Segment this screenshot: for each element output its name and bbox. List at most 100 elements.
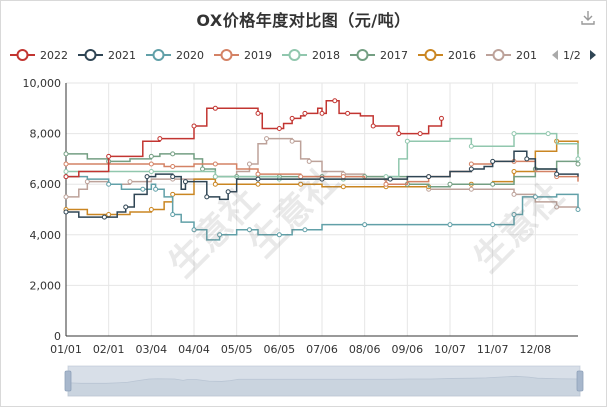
x-tick-label: 06/05 [263, 343, 295, 356]
data-point [264, 136, 270, 142]
legend-swatch-marker [492, 49, 505, 61]
legend-item-2019[interactable]: 2019 [214, 49, 272, 62]
series-2020 [63, 174, 581, 241]
legend-swatch-marker [152, 49, 165, 61]
legend-item-2017[interactable]: 2017 [350, 49, 408, 62]
y-tick-label: 10,000 [23, 77, 62, 90]
data-point [332, 98, 338, 104]
data-point [289, 115, 295, 121]
data-point [127, 179, 133, 185]
zoom-selection[interactable] [68, 366, 580, 396]
data-point [170, 191, 176, 197]
data-point [148, 207, 154, 212]
data-point [84, 179, 90, 185]
data-point [511, 191, 517, 197]
legend-item-2018[interactable]: 2018 [282, 49, 340, 62]
data-point [532, 194, 538, 200]
data-point [63, 169, 69, 175]
y-tick-label: 4,000 [30, 229, 62, 242]
x-tick-label: 03/04 [135, 343, 167, 356]
x-tick-label: 02/01 [93, 343, 125, 356]
data-point [511, 131, 517, 137]
legend-swatch-marker [424, 49, 437, 61]
data-point [63, 174, 69, 180]
data-point [438, 115, 444, 121]
legend-label: 2018 [312, 49, 340, 62]
data-point [217, 232, 223, 238]
zoom-handle-right[interactable] [576, 370, 584, 392]
data-point [170, 174, 176, 180]
data-point [575, 207, 581, 212]
triangle-left-icon[interactable] [552, 50, 558, 60]
data-point [101, 214, 107, 220]
legend: 2022 2021 2020 2019 2018 2017 2016 201 1/2 [10, 49, 596, 62]
data-point [212, 174, 218, 180]
data-point [447, 222, 453, 228]
data-point [468, 143, 474, 149]
data-point [298, 181, 304, 187]
legend-item-201[interactable]: 201 [486, 49, 537, 62]
data-point [511, 212, 517, 218]
data-point [63, 161, 69, 167]
data-point [140, 186, 146, 192]
data-point [404, 138, 410, 144]
data-point [289, 138, 295, 144]
data-point [255, 181, 261, 187]
legend-swatch-marker [356, 49, 369, 61]
data-point [153, 186, 159, 192]
data-point [106, 212, 112, 218]
data-point [63, 194, 69, 200]
legend-label: 2019 [244, 49, 272, 62]
legend-swatch-marker [16, 49, 29, 61]
triangle-right-icon[interactable] [590, 50, 596, 60]
legend-label: 2020 [176, 49, 204, 62]
data-point [468, 186, 474, 192]
data-point [340, 184, 346, 190]
data-point [302, 110, 308, 116]
data-point [212, 105, 218, 111]
x-tick-label: 01/01 [50, 343, 82, 356]
y-tick-label: 8,000 [30, 128, 62, 141]
data-point [63, 209, 69, 215]
data-point [170, 163, 176, 169]
data-point [575, 161, 581, 167]
data-point [246, 161, 252, 167]
data-point [200, 166, 206, 172]
data-point [417, 131, 423, 137]
data-point [182, 179, 188, 185]
data-point [106, 153, 112, 159]
x-tick-label: 09/06 [391, 343, 423, 356]
data-point [191, 123, 197, 129]
legend-item-2022[interactable]: 2022 [10, 49, 68, 62]
zoom-handle-left[interactable] [64, 370, 72, 392]
legend-item-2016[interactable]: 2016 [418, 49, 476, 62]
x-tick-label: 11/07 [477, 343, 509, 356]
data-point [148, 161, 154, 167]
download-icon[interactable] [579, 9, 597, 27]
data-point [447, 181, 453, 187]
data-point [148, 169, 154, 175]
data-point [490, 158, 496, 164]
chart-title: OX价格年度对比图（元/吨） [196, 11, 411, 30]
data-point [319, 176, 325, 182]
series-line-2021 [66, 150, 579, 218]
data-zoom-slider[interactable] [64, 365, 584, 397]
data-point [106, 181, 112, 187]
data-point [255, 171, 261, 177]
y-tick-label: 6,000 [30, 178, 62, 191]
legend-label: 2021 [108, 49, 136, 62]
data-point [554, 171, 560, 177]
data-point [148, 153, 154, 159]
data-point [306, 158, 312, 164]
data-point [212, 181, 218, 187]
data-point [191, 227, 197, 233]
data-point [511, 169, 517, 175]
data-point [340, 174, 346, 180]
legend-item-2021[interactable]: 2021 [78, 49, 136, 62]
data-point [170, 151, 176, 157]
legend-item-2020[interactable]: 2020 [146, 49, 204, 62]
data-point [490, 222, 496, 228]
series-2021 [63, 150, 579, 220]
series-line-2015 [66, 137, 579, 210]
data-point [157, 136, 163, 142]
